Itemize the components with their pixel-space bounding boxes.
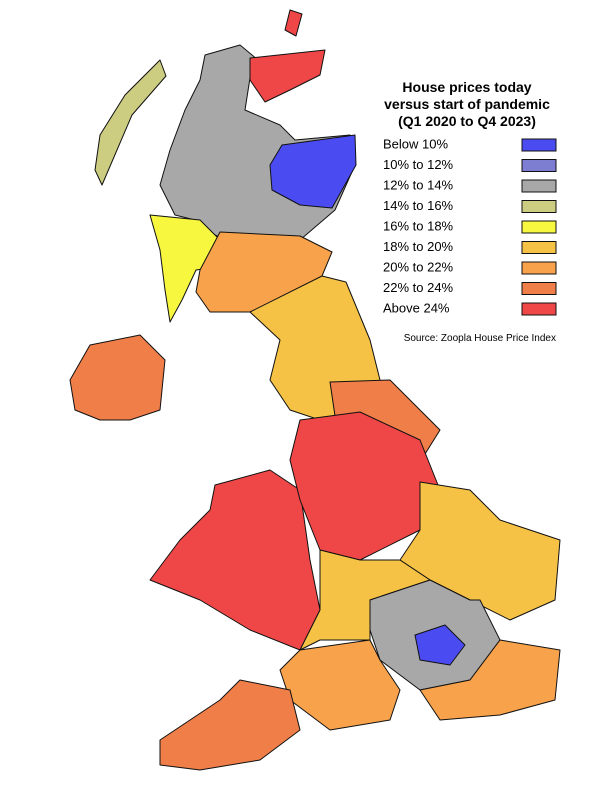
legend-label: 14% to 16% (383, 198, 454, 213)
legend-swatch (521, 220, 557, 234)
region (284, 9, 303, 37)
region (419, 639, 561, 721)
region (249, 49, 326, 103)
legend: Below 10% 10% to 12% 12% to 14% 14% to 16% 1… (383, 136, 557, 316)
legend-swatch (521, 138, 557, 152)
title-line: House prices today (402, 79, 531, 95)
legend-swatch (521, 159, 557, 172)
legend-swatch (521, 179, 557, 193)
title-line: (Q1 2020 to Q4 2023) (398, 113, 536, 129)
legend-label: 20% to 22% (383, 259, 454, 274)
legend-label: 22% to 24% (383, 280, 454, 295)
region (94, 59, 167, 186)
legend-label: 18% to 20% (383, 239, 454, 254)
region (289, 411, 441, 561)
region (399, 481, 561, 621)
legend-swatch (521, 282, 557, 295)
legend-label: Below 10% (383, 136, 448, 151)
region (279, 639, 401, 731)
region (414, 624, 466, 666)
legend-label: 16% to 18% (383, 218, 454, 233)
region (269, 134, 357, 209)
legend-label: Above 24% (383, 300, 450, 315)
region (69, 334, 166, 421)
legend-swatch (521, 261, 557, 275)
legend-swatch (521, 302, 557, 316)
map (69, 9, 561, 771)
region (149, 469, 321, 651)
title-line: versus start of pandemic (384, 96, 550, 112)
source: Source: Zoopla House Price Index (404, 333, 556, 344)
legend-label: 12% to 14% (383, 177, 454, 192)
region (159, 679, 301, 771)
legend-swatch (521, 241, 557, 254)
legend-label: 10% to 12% (383, 157, 454, 172)
legend-swatch (521, 200, 557, 213)
